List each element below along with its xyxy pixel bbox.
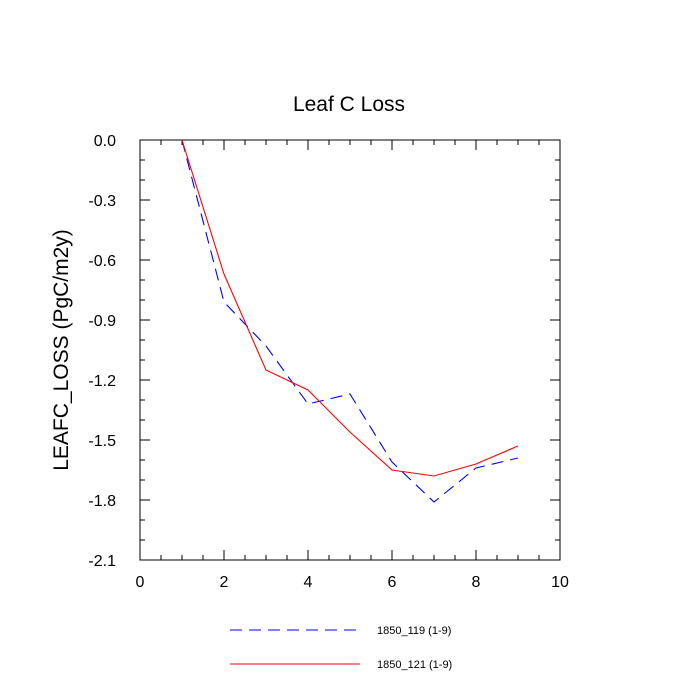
x-tick-label: 2 bbox=[220, 574, 229, 591]
chart-title: Leaf C Loss bbox=[293, 93, 405, 116]
axis-ticks: 0 2 4 6 8 10 0.0 -0.3 -0.6 -0.9 -1.2 -1.5 -1.8 -2.1 bbox=[88, 133, 569, 591]
y-tick-label: -1.2 bbox=[88, 373, 116, 390]
x-tick-label: 0 bbox=[136, 574, 145, 591]
y-tick-label: -0.9 bbox=[88, 313, 116, 330]
series-line-2 bbox=[181, 139, 519, 477]
x-tick-label: 4 bbox=[304, 574, 313, 591]
y-tick-label: -0.6 bbox=[88, 253, 116, 270]
y-tick-label: 0.0 bbox=[94, 133, 116, 150]
y-tick-label: -1.8 bbox=[88, 493, 116, 510]
y-tick-label: -2.1 bbox=[88, 553, 116, 570]
x-tick-label: 6 bbox=[388, 574, 397, 591]
y-tick-label: -1.5 bbox=[88, 433, 116, 450]
plot-frame bbox=[139, 139, 561, 561]
legend-label-series-2: 1850_121 (1-9) bbox=[377, 659, 452, 671]
series-layer bbox=[181, 139, 519, 503]
x-tick-label: 8 bbox=[472, 574, 481, 591]
series-line-1 bbox=[181, 139, 519, 503]
y-axis-label: LEAFC_LOSS (PgC/m2y) bbox=[50, 229, 73, 471]
x-tick-label: 10 bbox=[551, 574, 569, 591]
y-tick-label: -0.3 bbox=[88, 193, 116, 210]
legend: 1850_119 (1-9) 1850_121 (1-9) bbox=[230, 625, 452, 671]
legend-label-series-1: 1850_119 (1-9) bbox=[377, 625, 451, 637]
